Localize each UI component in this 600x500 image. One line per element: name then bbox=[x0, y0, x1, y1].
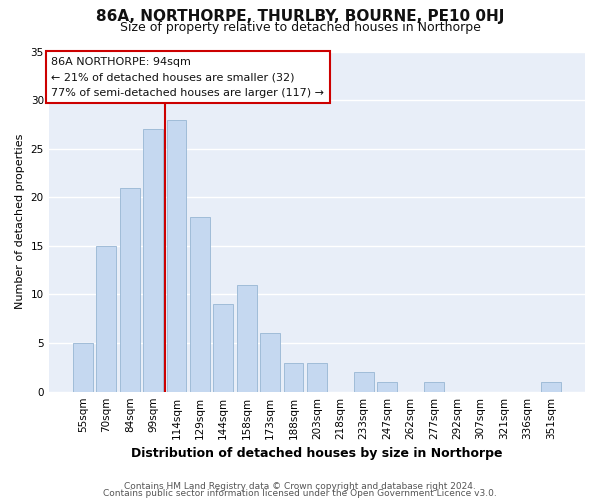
Text: Contains public sector information licensed under the Open Government Licence v3: Contains public sector information licen… bbox=[103, 488, 497, 498]
Bar bbox=[214, 304, 233, 392]
Bar bbox=[353, 372, 374, 392]
Text: 86A, NORTHORPE, THURLBY, BOURNE, PE10 0HJ: 86A, NORTHORPE, THURLBY, BOURNE, PE10 0H… bbox=[96, 9, 504, 24]
Bar bbox=[237, 285, 257, 392]
Text: Contains HM Land Registry data © Crown copyright and database right 2024.: Contains HM Land Registry data © Crown c… bbox=[124, 482, 476, 491]
Bar bbox=[424, 382, 443, 392]
Bar bbox=[377, 382, 397, 392]
Bar bbox=[97, 246, 116, 392]
Bar bbox=[260, 334, 280, 392]
Bar bbox=[73, 343, 93, 392]
Bar bbox=[284, 362, 304, 392]
Bar bbox=[307, 362, 327, 392]
Bar bbox=[190, 216, 210, 392]
Text: 86A NORTHORPE: 94sqm
← 21% of detached houses are smaller (32)
77% of semi-detac: 86A NORTHORPE: 94sqm ← 21% of detached h… bbox=[52, 56, 325, 98]
Bar bbox=[120, 188, 140, 392]
Bar bbox=[143, 130, 163, 392]
Y-axis label: Number of detached properties: Number of detached properties bbox=[15, 134, 25, 310]
Bar bbox=[167, 120, 187, 392]
X-axis label: Distribution of detached houses by size in Northorpe: Distribution of detached houses by size … bbox=[131, 447, 503, 460]
Text: Size of property relative to detached houses in Northorpe: Size of property relative to detached ho… bbox=[119, 21, 481, 34]
Bar bbox=[541, 382, 560, 392]
